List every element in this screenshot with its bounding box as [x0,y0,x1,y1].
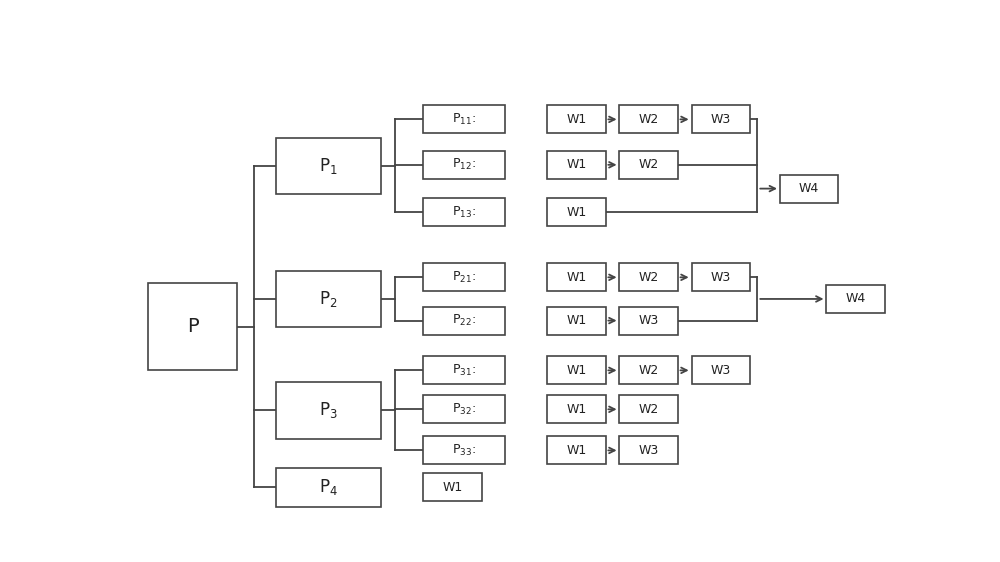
Text: W1: W1 [566,113,587,126]
FancyBboxPatch shape [276,138,381,194]
Text: P$_{21}$:: P$_{21}$: [452,270,476,285]
FancyBboxPatch shape [547,151,606,179]
FancyBboxPatch shape [619,395,678,423]
Text: P$_2$: P$_2$ [319,289,338,309]
Text: W2: W2 [638,403,659,416]
FancyBboxPatch shape [276,382,381,438]
FancyBboxPatch shape [148,283,237,370]
FancyBboxPatch shape [423,105,505,133]
FancyBboxPatch shape [547,436,606,464]
FancyBboxPatch shape [619,306,678,334]
Text: W1: W1 [566,158,587,171]
Text: W3: W3 [638,444,659,457]
Text: W4: W4 [845,292,866,306]
Text: W1: W1 [566,444,587,457]
Text: P$_3$: P$_3$ [319,400,338,420]
Text: W4: W4 [799,182,819,195]
FancyBboxPatch shape [692,105,750,133]
FancyBboxPatch shape [547,306,606,334]
FancyBboxPatch shape [423,395,505,423]
Text: W1: W1 [566,206,587,219]
Text: P$_4$: P$_4$ [319,477,338,497]
FancyBboxPatch shape [692,356,750,384]
FancyBboxPatch shape [423,436,505,464]
FancyBboxPatch shape [619,105,678,133]
FancyBboxPatch shape [276,271,381,327]
FancyBboxPatch shape [423,356,505,384]
FancyBboxPatch shape [423,306,505,334]
Text: W2: W2 [638,113,659,126]
FancyBboxPatch shape [619,356,678,384]
Text: W2: W2 [638,271,659,284]
FancyBboxPatch shape [780,175,838,203]
FancyBboxPatch shape [547,395,606,423]
Text: P$_{13}$:: P$_{13}$: [452,205,476,220]
Text: W2: W2 [638,364,659,377]
Text: P$_{12}$:: P$_{12}$: [452,157,476,173]
FancyBboxPatch shape [423,263,505,291]
FancyBboxPatch shape [692,263,750,291]
FancyBboxPatch shape [547,105,606,133]
FancyBboxPatch shape [619,263,678,291]
Text: W3: W3 [710,271,731,284]
Text: W2: W2 [638,158,659,171]
Text: P$_{11}$:: P$_{11}$: [452,112,476,127]
Text: P: P [187,317,199,336]
Text: P$_{31}$:: P$_{31}$: [452,363,476,378]
Text: W1: W1 [566,364,587,377]
FancyBboxPatch shape [423,198,505,226]
Text: P$_{33}$:: P$_{33}$: [452,443,476,458]
FancyBboxPatch shape [619,436,678,464]
Text: P$_1$: P$_1$ [319,156,338,176]
Text: P$_{32}$:: P$_{32}$: [452,402,476,417]
Text: W1: W1 [566,314,587,327]
FancyBboxPatch shape [547,263,606,291]
FancyBboxPatch shape [826,285,885,313]
FancyBboxPatch shape [619,151,678,179]
FancyBboxPatch shape [547,356,606,384]
Text: W1: W1 [566,403,587,416]
Text: W1: W1 [566,271,587,284]
Text: W3: W3 [710,113,731,126]
Text: W3: W3 [638,314,659,327]
Text: W1: W1 [442,481,463,493]
FancyBboxPatch shape [423,151,505,179]
Text: W3: W3 [710,364,731,377]
FancyBboxPatch shape [276,468,381,507]
FancyBboxPatch shape [423,473,482,501]
Text: P$_{22}$:: P$_{22}$: [452,313,476,328]
FancyBboxPatch shape [547,198,606,226]
